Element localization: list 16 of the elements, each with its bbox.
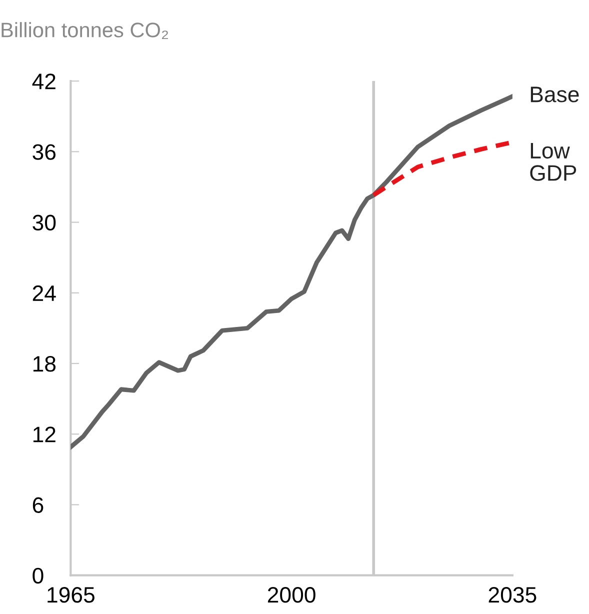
line-series [70, 94, 512, 450]
y-tick-label: 6 [32, 497, 44, 513]
y-axis-title: Billion tonnes CO₂ [2, 22, 168, 39]
series-label: Base [530, 86, 579, 102]
x-tick-label: 2035 [488, 587, 536, 603]
x-tick-label: 2000 [268, 587, 316, 603]
y-tick-label: 0 [32, 568, 44, 584]
series-label: Low GDP [530, 143, 576, 181]
x-tick-label: 1965 [48, 587, 94, 603]
y-tick-label: 42 [32, 74, 56, 90]
y-tick-label: 12 [33, 426, 56, 442]
y-tick-label: 36 [32, 144, 56, 160]
line-series [371, 140, 512, 198]
y-tick-label: 24 [32, 285, 56, 301]
y-tick-label: 30 [32, 214, 56, 231]
y-tick-label: 18 [33, 356, 56, 372]
